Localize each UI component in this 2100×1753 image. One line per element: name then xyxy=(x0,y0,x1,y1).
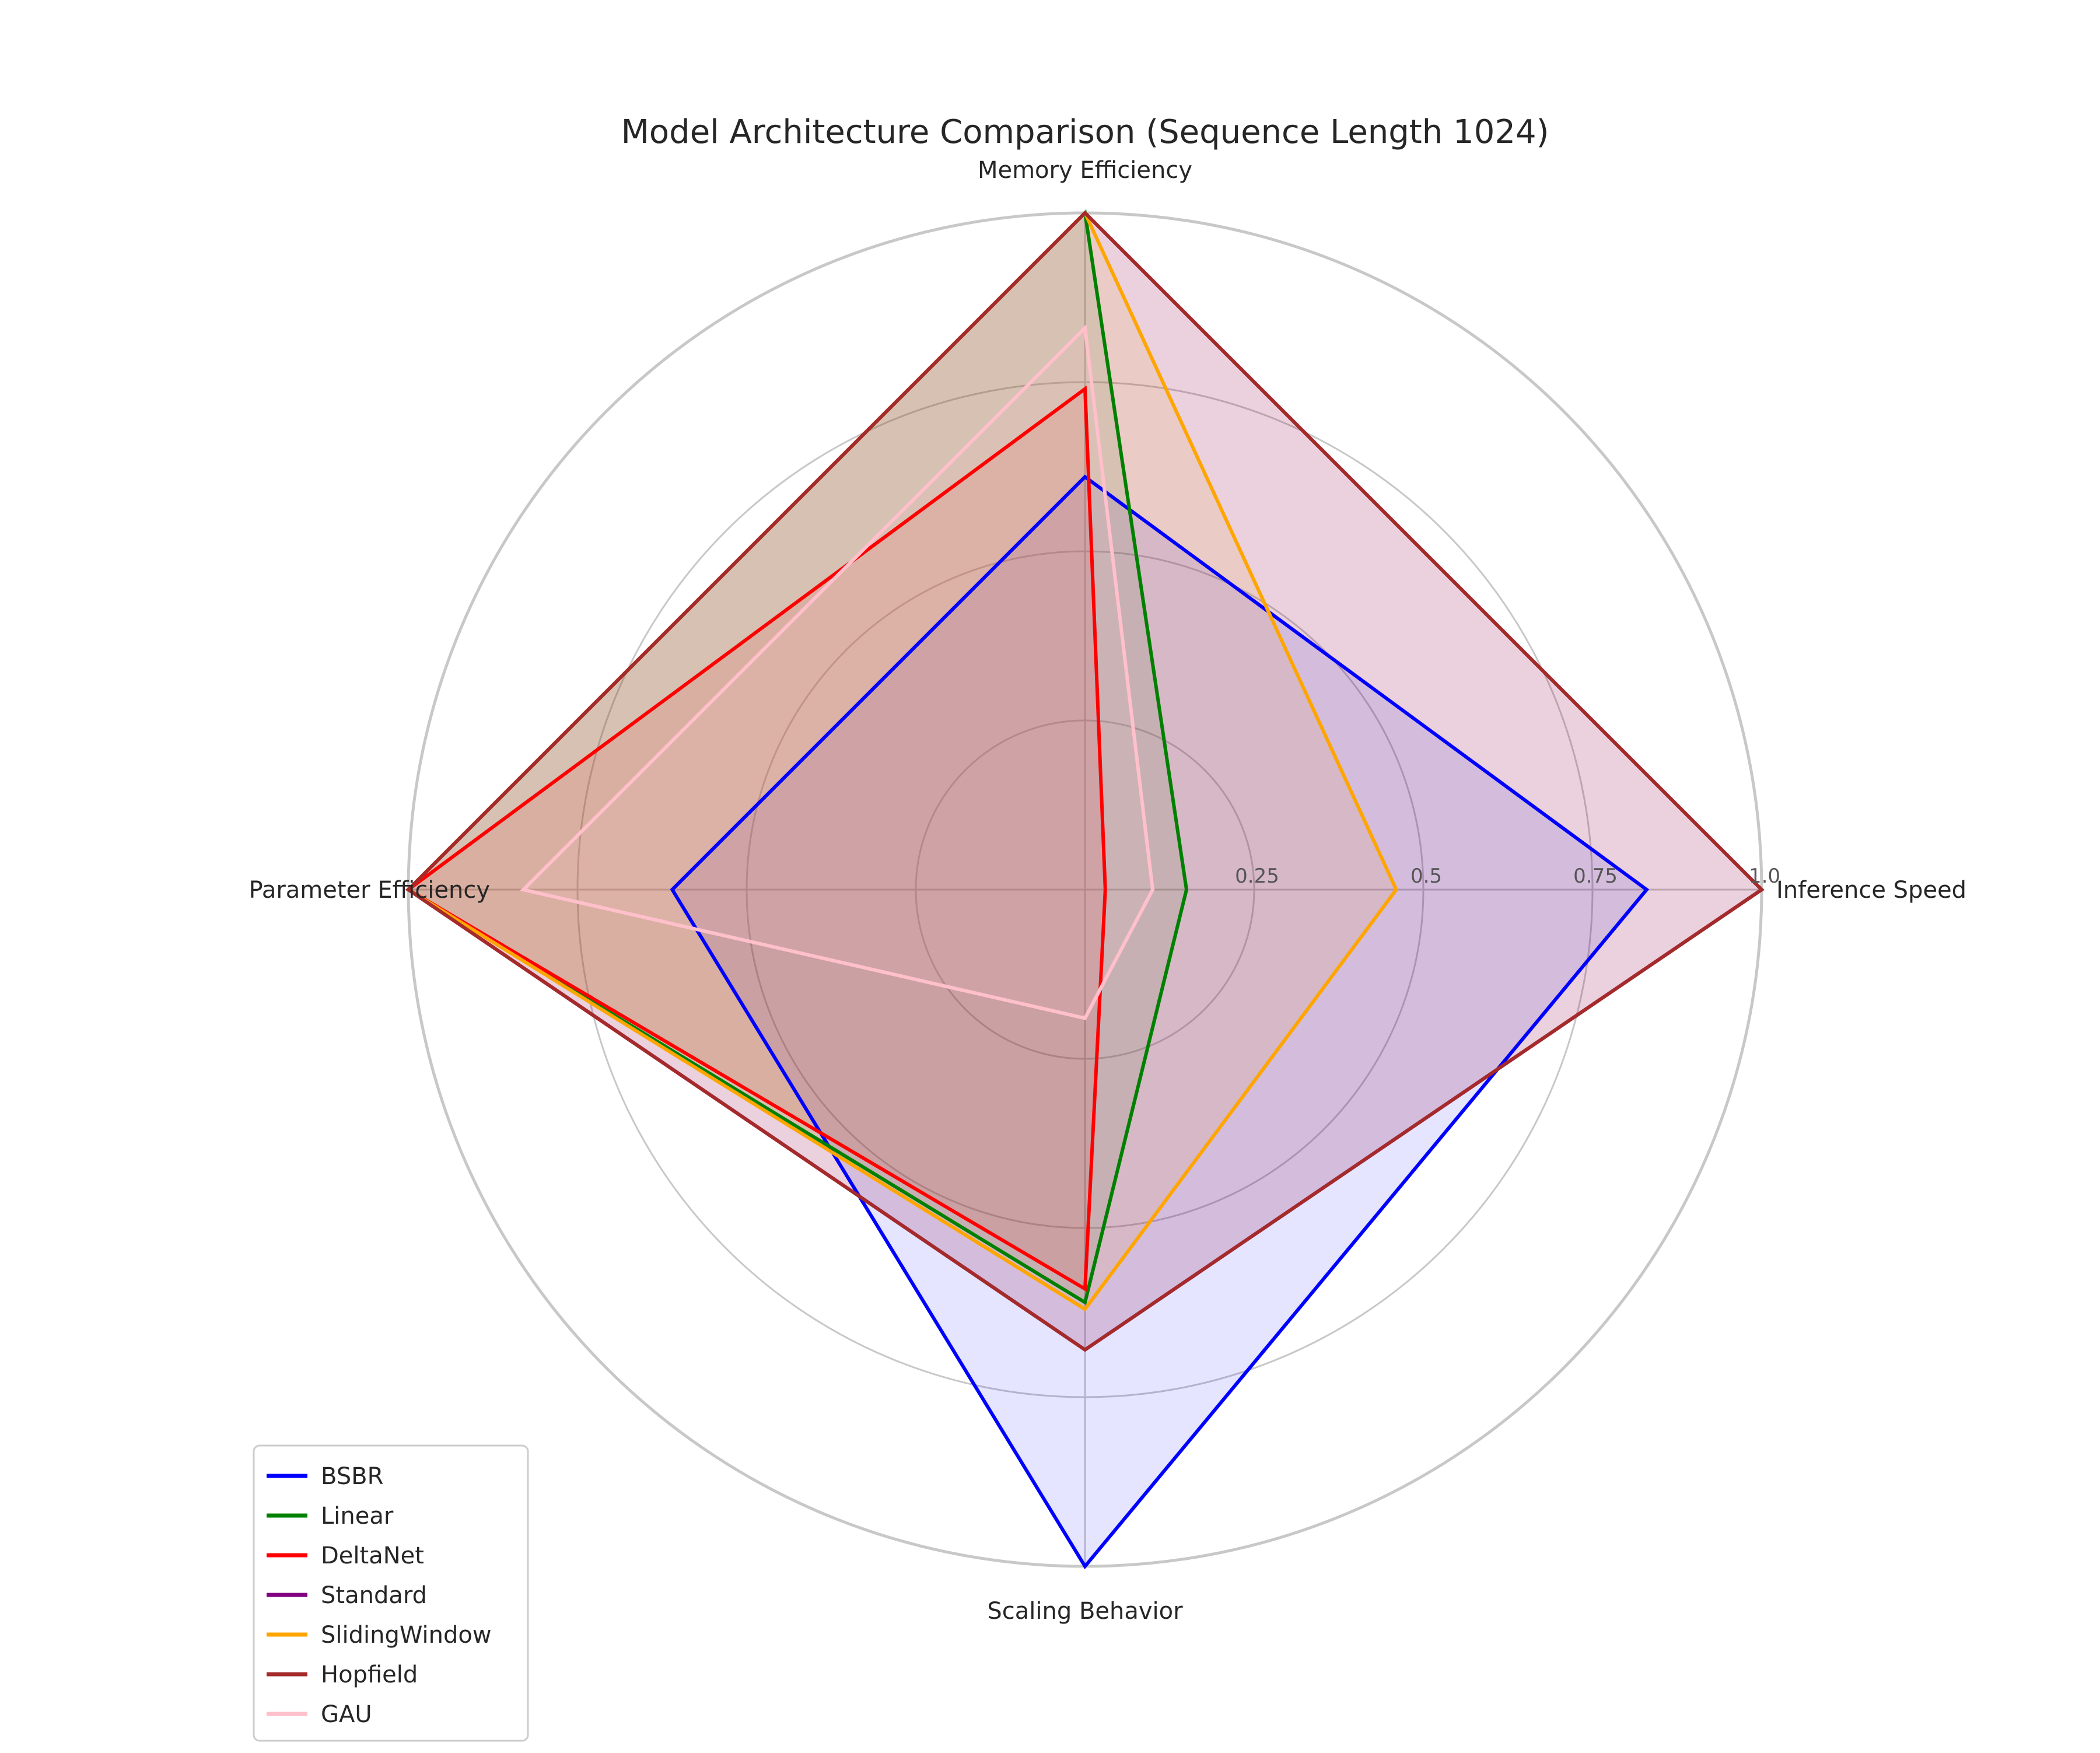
legend-label: BSBR xyxy=(321,1463,383,1490)
series-fill-standard xyxy=(408,213,1762,1350)
legend-label: SlidingWindow xyxy=(321,1622,492,1649)
series-layer xyxy=(405,209,1765,1570)
legend: BSBR Linear DeltaNet Standard SlidingWindow H… xyxy=(253,1444,529,1742)
series-fill-hopfield xyxy=(408,213,1762,1350)
legend-label: Standard xyxy=(321,1582,427,1609)
legend-label: Hopfield xyxy=(321,1661,418,1688)
series-line-hopfield xyxy=(405,210,1765,1352)
chart-title: Model Architecture Comparison (Sequence … xyxy=(621,113,1549,151)
axis-label: Inference Speed xyxy=(1776,877,1966,904)
radial-tick-label: 0.25 xyxy=(1235,865,1279,888)
series-fill-bsbr xyxy=(672,477,1647,1566)
axis-label: Memory Efficiency xyxy=(978,157,1192,184)
legend-box xyxy=(253,1444,529,1742)
legend-label: GAU xyxy=(321,1701,372,1728)
radial-tick-label: 0.5 xyxy=(1410,865,1442,888)
series-fill-deltanet xyxy=(408,389,1105,1289)
radial-tick-label: 0.75 xyxy=(1573,865,1618,888)
series-fill-gau xyxy=(523,328,1153,1019)
legend-label: DeltaNet xyxy=(321,1542,424,1569)
series-fill-linear xyxy=(408,213,1186,1303)
axis-label: Scaling Behavior xyxy=(987,1598,1183,1625)
axis-labels: Inference Speed Memory Efficiency Paramete… xyxy=(249,157,1967,1625)
legend-label: Linear xyxy=(321,1503,394,1530)
series-line-gau xyxy=(520,324,1155,1020)
series-line-bsbr xyxy=(670,474,1650,1570)
radial-tick-label: 1.0 xyxy=(1749,865,1780,888)
axis-label: Parameter Efficiency xyxy=(249,877,491,904)
